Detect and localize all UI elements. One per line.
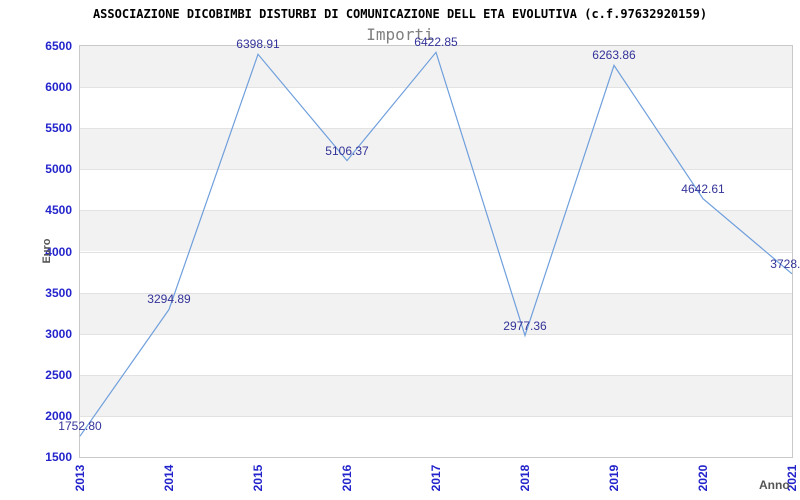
y-tick-label: 3500 — [45, 285, 72, 300]
data-point-label: 4642.61 — [681, 181, 725, 196]
x-axis-title: Anno — [759, 478, 790, 492]
y-tick-label: 5000 — [45, 162, 72, 177]
plot-band — [80, 128, 792, 170]
chart-title: ASSOCIAZIONE DICOBIMBI DISTURBI DI COMUN… — [92, 7, 708, 21]
y-axis-title: Euro — [41, 238, 53, 264]
data-point-label: 6422.85 — [414, 35, 458, 50]
gridline — [80, 210, 792, 212]
y-tick-label: 6500 — [45, 39, 72, 53]
data-point-label: 5106.37 — [325, 143, 369, 158]
data-point-label: 3294.89 — [147, 292, 191, 307]
x-tick-label: 2016 — [340, 464, 354, 492]
x-tick-label: 2013 — [73, 464, 87, 492]
x-tick-label: 2020 — [696, 464, 710, 492]
y-tick-label: 2500 — [45, 367, 72, 382]
plot-band — [80, 292, 792, 334]
data-point-label: 3728.70 — [770, 256, 800, 271]
gridline — [80, 87, 792, 89]
y-tick-label: 4000 — [45, 244, 72, 259]
plot-area: 1752.80 3294.89 6398.91 5106.37 6422.85 2977.… — [58, 35, 800, 458]
series-line-svg — [79, 51, 793, 437]
gridline — [80, 333, 792, 335]
y-tick-label: 2000 — [45, 408, 72, 423]
data-point-label: 2977.36 — [503, 318, 547, 333]
y-tick-label: 5500 — [45, 121, 72, 136]
data-point-label: 6398.91 — [236, 37, 280, 52]
x-tick-label: 2014 — [162, 464, 176, 492]
plot-band — [80, 374, 792, 416]
gridline — [80, 292, 792, 294]
chart-subtitle: Importi — [366, 25, 434, 44]
data-point-label: 1752.80 — [58, 419, 102, 434]
gridline — [80, 251, 792, 253]
gridline — [80, 128, 792, 130]
y-tick-label: 6000 — [45, 80, 72, 95]
gridline — [80, 169, 792, 171]
x-tick-label: 2017 — [429, 464, 443, 492]
gridline — [80, 415, 792, 417]
x-tick-label: 2015 — [251, 464, 265, 492]
y-tick-label: 4500 — [45, 203, 72, 218]
plot-band — [80, 210, 792, 252]
y-tick-label: 3000 — [45, 326, 72, 341]
x-tick-label: 2019 — [607, 464, 621, 492]
series-line — [79, 51, 793, 437]
x-axis-ticks: 2013 2014 2015 2016 2017 2018 2019 2020 2021 — [73, 457, 799, 499]
data-point-label: 6263.86 — [592, 48, 636, 63]
y-tick-label: 1500 — [45, 450, 72, 464]
gridline — [80, 374, 792, 376]
x-tick-label: 2018 — [518, 464, 532, 492]
y-axis-ticks: 6500 6000 5500 5000 4500 4000 3500 3000 2500 2000… — [0, 39, 72, 464]
